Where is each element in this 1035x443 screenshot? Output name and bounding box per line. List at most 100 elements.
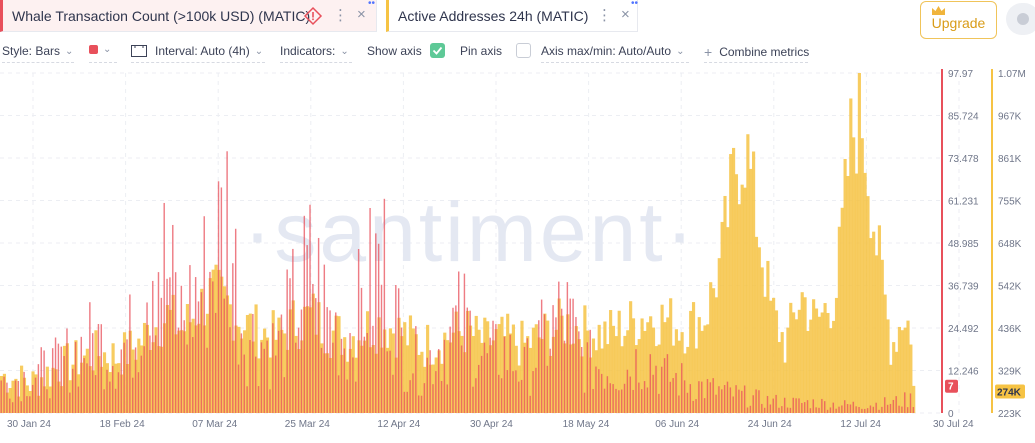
combine-metrics-button[interactable]: + Combine metrics <box>704 44 809 60</box>
upgrade-button[interactable]: Upgrade <box>920 1 997 39</box>
interval-label: Interval: Auto (4h) <box>155 44 250 58</box>
whale-transactions-bar <box>703 398 706 413</box>
whale-transactions-bar <box>629 376 631 413</box>
whale-transactions-bar <box>849 404 852 413</box>
chart-toolbar: Style: Bars ⌄ ⌄ Interval: Auto (4h) ⌄ In… <box>0 40 1035 64</box>
whale-transactions-bar <box>92 333 94 413</box>
santiment-watermark: ·santiment· <box>243 185 696 279</box>
axis-minmax-dropdown[interactable]: Axis max/min: Auto/Auto ⌄ <box>541 44 684 58</box>
active-addresses-bar <box>766 260 770 413</box>
active-addresses-bar <box>583 305 587 413</box>
more-options-icon[interactable]: ⋮ <box>333 7 348 24</box>
x-axis-tick-label: 07 Mar 24 <box>192 419 237 430</box>
style-dropdown[interactable]: Style: Bars ⌄ <box>2 44 73 58</box>
indicators-dropdown[interactable]: Indicators: ⌄ <box>280 44 349 58</box>
whale-transactions-bar <box>172 224 174 413</box>
active-addresses-bar <box>611 325 616 413</box>
right-axis-tick-label: 1.07M <box>998 69 1026 80</box>
active-addresses-bar <box>769 300 773 413</box>
whale-transactions-bar <box>300 309 303 413</box>
whale-transactions-bar <box>440 380 443 413</box>
whale-transactions-bar <box>226 151 228 413</box>
warning-icon[interactable] <box>303 6 323 26</box>
pin-axis-checkbox[interactable] <box>516 43 532 58</box>
whale-transactions-bar <box>695 399 697 413</box>
chart-svg[interactable]: ·santiment· 97.97 85.724 73.478 61.231 48.985… <box>0 66 1035 438</box>
whale-transactions-bar <box>472 386 474 413</box>
chart-area[interactable]: ·santiment· 97.97 85.724 73.478 61.231 48.985… <box>0 66 1035 438</box>
active-addresses-bar <box>889 364 893 413</box>
pin-axis-toggle[interactable]: Pin axis <box>460 43 532 58</box>
whale-transactions-bar <box>277 330 280 413</box>
active-addresses-bar <box>446 340 450 413</box>
active-addresses-bar <box>726 227 730 413</box>
active-addresses-bar <box>643 330 647 413</box>
tab-active-addresses[interactable]: Active Addresses 24h (MATIC) ⋮ × •• <box>386 0 638 32</box>
more-options-icon[interactable]: ⋮ <box>597 7 612 24</box>
x-axis-tick-label: 25 Mar 24 <box>285 419 330 430</box>
check-icon <box>432 46 442 55</box>
show-axis-toggle[interactable]: Show axis <box>367 43 445 58</box>
tab-whale-transaction-count[interactable]: Whale Transaction Count (>100k USD) (MAT… <box>0 0 377 32</box>
show-axis-checkbox[interactable] <box>429 43 445 58</box>
whale-transactions-bar <box>589 329 591 413</box>
whale-transactions-bar <box>578 331 580 413</box>
whale-transactions-bar <box>603 388 606 413</box>
whale-transactions-bar <box>498 374 500 413</box>
whale-transactions-bar <box>549 348 551 413</box>
whale-transactions-bar <box>9 398 11 413</box>
whale-transactions-bar <box>512 371 514 413</box>
whale-transactions-bar <box>335 312 337 413</box>
drag-handle-icon[interactable]: •• <box>368 0 376 9</box>
whale-transactions-bar <box>197 301 200 413</box>
whale-transactions-bar <box>518 381 520 413</box>
whale-transactions-bar <box>523 346 526 413</box>
whale-transactions-bar <box>77 386 80 413</box>
whale-transactions-bar <box>375 233 377 413</box>
active-addresses-bar <box>623 335 627 413</box>
whale-transactions-bar <box>200 292 203 413</box>
whale-transactions-bar <box>809 408 812 413</box>
active-addresses-last-value: 274K <box>997 388 1022 399</box>
active-addresses-bar <box>528 347 533 413</box>
color-picker[interactable]: ⌄ <box>89 44 111 55</box>
whale-transactions-bar <box>678 395 680 413</box>
whale-transactions-bar <box>252 313 254 413</box>
whale-transactions-bar <box>475 378 477 413</box>
whale-transactions-bar <box>257 386 260 413</box>
active-addresses-bar <box>709 282 713 413</box>
close-icon[interactable]: × <box>621 6 630 23</box>
whale-transactions-bar <box>317 237 320 413</box>
whale-transactions-bar <box>249 340 251 413</box>
close-icon[interactable]: × <box>357 6 366 23</box>
whale-transactions-bar <box>835 408 837 413</box>
active-addresses-bar <box>689 310 693 413</box>
whale-transactions-bar <box>11 402 14 413</box>
active-addresses-bar <box>860 138 864 413</box>
whale-transactions-bar <box>726 381 729 413</box>
active-addresses-bar <box>669 298 673 413</box>
whale-transactions-bar <box>580 347 583 413</box>
active-addresses-bar <box>411 328 415 413</box>
whale-transactions-bar <box>123 342 125 413</box>
x-axis-tick-label: 30 Jan 24 <box>7 419 51 430</box>
chevron-down-icon: ⌄ <box>103 44 112 55</box>
whale-transactions-bar <box>752 395 754 413</box>
whale-transactions-bar <box>638 382 640 413</box>
whale-transactions-bar <box>192 337 194 413</box>
whale-transactions-bar <box>240 333 243 413</box>
interval-dropdown[interactable]: Interval: Auto (4h) ⌄ <box>131 44 263 58</box>
active-addresses-bar <box>846 175 850 413</box>
active-addresses-bar <box>820 312 824 413</box>
whale-transactions-bar <box>598 369 600 413</box>
active-addresses-bar <box>603 321 607 413</box>
axis-minmax-label: Axis max/min: Auto/Auto <box>541 44 672 58</box>
whale-transactions-bar <box>749 405 752 413</box>
theme-toggle[interactable] <box>1006 3 1035 35</box>
right-axis-tick-label: 542K <box>998 282 1022 293</box>
left-axis-tick-label: 48.985 <box>948 239 979 250</box>
whale-transactions-bar <box>103 389 105 413</box>
drag-handle-icon[interactable]: •• <box>631 0 639 9</box>
whale-transactions-bar <box>655 365 657 413</box>
whale-transactions-bar <box>186 344 188 413</box>
